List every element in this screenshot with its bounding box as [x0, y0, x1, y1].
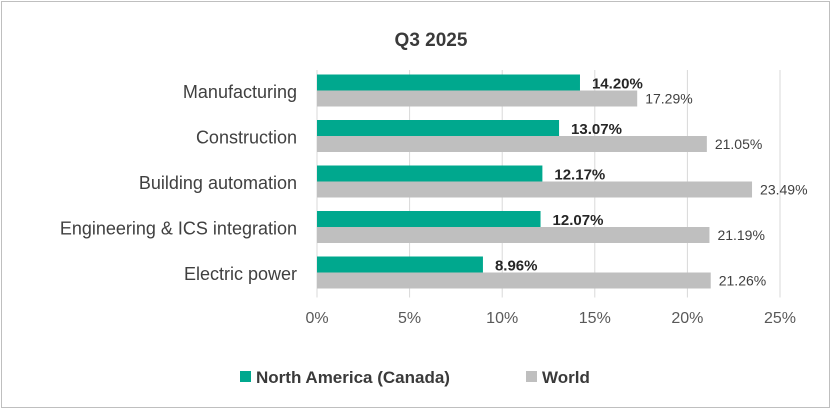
- data-label-world: 17.29%: [645, 91, 692, 107]
- data-label-north-america: 12.17%: [554, 167, 605, 184]
- x-tick-label: 5%: [398, 310, 421, 327]
- category-label: Construction: [196, 128, 297, 148]
- category-label: Electric power: [184, 264, 297, 284]
- data-label-north-america: 14.20%: [592, 76, 643, 93]
- bars: [317, 74, 753, 289]
- bar-north-america: [317, 74, 580, 91]
- bar-north-america: [317, 211, 541, 227]
- x-tick-label: 10%: [486, 310, 518, 327]
- data-label-world: 21.05%: [715, 136, 762, 152]
- legend: North America (Canada) World: [240, 368, 590, 387]
- x-tick-label: 15%: [579, 310, 611, 327]
- category-label: Manufacturing: [183, 82, 297, 102]
- legend-swatch-north-america: [240, 371, 251, 382]
- data-label-world: 21.26%: [719, 273, 766, 289]
- data-label-north-america: 12.07%: [553, 212, 604, 229]
- data-label-world: 23.49%: [760, 182, 807, 198]
- x-axis-ticks: 0% 5% 10% 15% 20% 25%: [305, 310, 796, 327]
- bar-world: [317, 90, 638, 107]
- data-label-north-america: 8.96%: [495, 258, 538, 275]
- category-label: Engineering & ICS integration: [60, 219, 297, 239]
- data-labels: 14.20%17.29% 13.07% 21.05% 12.17% 23.49% 12.0…: [495, 76, 808, 289]
- data-label-world: 21.19%: [717, 227, 764, 243]
- bar-world: [317, 136, 707, 152]
- bar-north-america: [317, 165, 543, 182]
- category-labels: Manufacturing Construction Building automa…: [60, 82, 297, 284]
- chart-title: Q3 2025: [395, 30, 468, 51]
- legend-label-north-america: North America (Canada): [256, 368, 450, 387]
- x-tick-label: 20%: [671, 310, 703, 327]
- bar-world: [317, 272, 711, 289]
- x-tick-label: 25%: [764, 310, 796, 327]
- bar-world: [317, 227, 710, 243]
- legend-swatch-world: [526, 371, 537, 382]
- x-tick-label: 0%: [305, 310, 328, 327]
- bar-world: [317, 181, 753, 198]
- bar-north-america: [317, 120, 560, 136]
- data-label-north-america: 13.07%: [571, 121, 622, 138]
- category-label: Building automation: [139, 173, 297, 193]
- legend-label-world: World: [542, 368, 590, 387]
- bar-north-america: [317, 256, 483, 273]
